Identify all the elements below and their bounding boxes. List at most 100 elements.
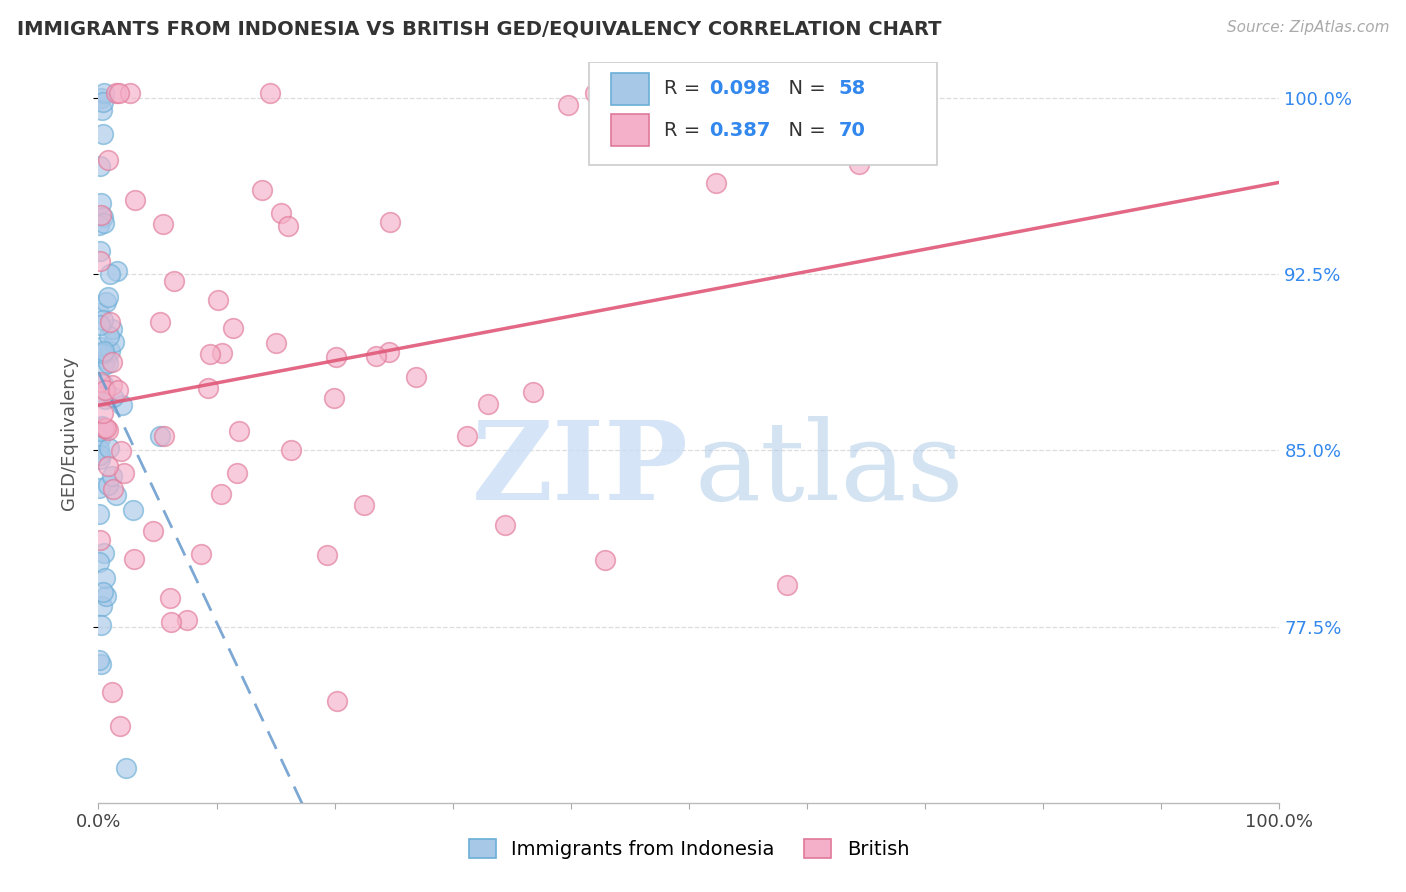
- Point: [277, 219, 299, 233]
- Point: [90, 208, 112, 222]
- Point: [353, 498, 375, 512]
- FancyBboxPatch shape: [589, 62, 936, 165]
- Point: [522, 385, 544, 400]
- Point: [100, 344, 122, 359]
- Point: [105, 488, 128, 502]
- Point: [89, 218, 111, 232]
- Point: [142, 524, 165, 538]
- Point: [97, 459, 120, 474]
- Text: N =: N =: [776, 79, 832, 98]
- Point: [593, 553, 616, 567]
- Point: [91, 406, 114, 420]
- Point: [90, 340, 112, 354]
- Text: ZIP: ZIP: [472, 417, 689, 523]
- Point: [98, 268, 121, 282]
- Point: [91, 585, 114, 599]
- Point: [259, 86, 281, 100]
- Point: [87, 306, 110, 320]
- Point: [149, 314, 172, 328]
- Text: atlas: atlas: [695, 417, 965, 523]
- Point: [93, 344, 115, 359]
- Point: [124, 551, 146, 566]
- Point: [159, 591, 181, 606]
- Point: [94, 571, 117, 585]
- Point: [91, 210, 114, 224]
- Point: [89, 159, 111, 173]
- Point: [108, 86, 131, 100]
- Point: [89, 244, 111, 258]
- Point: [848, 157, 870, 171]
- Text: R =: R =: [664, 79, 707, 98]
- Text: IMMIGRANTS FROM INDONESIA VS BRITISH GED/EQUIVALENCY CORRELATION CHART: IMMIGRANTS FROM INDONESIA VS BRITISH GED…: [17, 20, 942, 38]
- Point: [326, 694, 349, 708]
- Point: [323, 392, 346, 406]
- Point: [160, 615, 183, 629]
- Point: [707, 86, 730, 100]
- Point: [103, 390, 125, 404]
- Point: [94, 421, 117, 435]
- Point: [91, 313, 114, 327]
- Point: [103, 334, 125, 349]
- Point: [228, 424, 250, 438]
- Point: [94, 384, 117, 398]
- Point: [89, 254, 111, 268]
- Point: [198, 347, 221, 361]
- Point: [97, 356, 120, 370]
- Point: [280, 443, 302, 458]
- Point: [90, 657, 112, 671]
- Point: [87, 653, 110, 667]
- FancyBboxPatch shape: [612, 114, 648, 146]
- Text: N =: N =: [776, 120, 832, 139]
- Point: [93, 546, 115, 560]
- Point: [97, 290, 120, 304]
- Point: [557, 98, 579, 112]
- Point: [264, 335, 287, 350]
- Point: [87, 442, 110, 457]
- Point: [97, 423, 120, 437]
- Point: [775, 578, 797, 592]
- Point: [94, 352, 117, 367]
- Point: [100, 355, 122, 369]
- Point: [101, 685, 124, 699]
- Point: [89, 388, 111, 402]
- Point: [190, 547, 212, 561]
- Point: [101, 378, 124, 392]
- Point: [163, 275, 186, 289]
- Point: [225, 466, 247, 480]
- Point: [111, 398, 134, 412]
- Point: [97, 329, 120, 343]
- Point: [110, 719, 132, 733]
- Point: [91, 345, 114, 359]
- Point: [98, 442, 121, 456]
- Point: [583, 86, 606, 100]
- Point: [91, 418, 114, 433]
- Legend: Immigrants from Indonesia, British: Immigrants from Indonesia, British: [461, 831, 917, 867]
- Point: [96, 153, 118, 167]
- Point: [89, 533, 111, 547]
- Point: [90, 618, 112, 632]
- Point: [114, 760, 136, 774]
- Point: [704, 177, 727, 191]
- Point: [152, 218, 174, 232]
- Point: [91, 127, 114, 141]
- Point: [197, 381, 219, 395]
- Y-axis label: GED/Equivalency: GED/Equivalency: [59, 356, 77, 509]
- Point: [90, 599, 112, 613]
- Point: [118, 86, 141, 100]
- Point: [149, 429, 172, 443]
- Point: [90, 196, 112, 211]
- Point: [91, 377, 114, 392]
- Point: [405, 370, 427, 384]
- Point: [222, 321, 245, 335]
- Point: [101, 468, 124, 483]
- Text: 58: 58: [839, 79, 866, 98]
- Point: [87, 555, 110, 569]
- Point: [93, 358, 115, 372]
- Point: [122, 503, 145, 517]
- Point: [270, 206, 292, 220]
- Point: [90, 420, 112, 434]
- Point: [91, 389, 114, 403]
- Point: [378, 344, 401, 359]
- Point: [98, 316, 121, 330]
- Point: [89, 424, 111, 438]
